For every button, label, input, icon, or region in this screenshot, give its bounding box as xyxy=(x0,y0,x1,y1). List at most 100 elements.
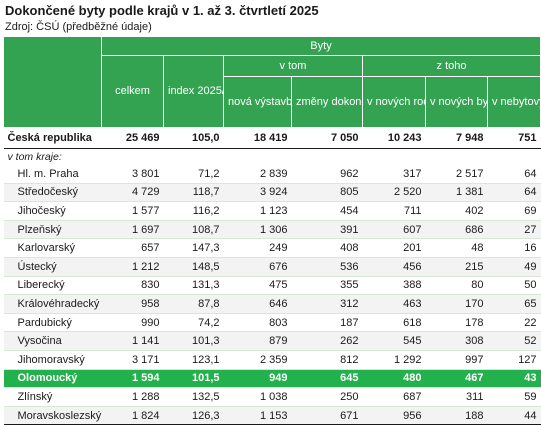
cell-nebytove: 59 xyxy=(487,387,541,407)
row-label: Zlínský xyxy=(3,387,102,407)
table-row: Moravskoslezský 1 824 126,3 1 153 671 956 188 4… xyxy=(3,406,541,425)
cell-zmeny: 962 xyxy=(291,165,363,184)
cell-rodinne: 456 xyxy=(362,257,426,277)
cell-rodinne: 711 xyxy=(362,201,426,221)
row-label: Česká republika xyxy=(3,127,102,149)
cell-nova: 475 xyxy=(223,276,292,296)
cell-bytove: 188 xyxy=(425,406,488,425)
table-body: Česká republika 25 469 105,0 18 419 7 05… xyxy=(3,127,541,425)
cell-celkem: 1 141 xyxy=(101,331,164,351)
cell-celkem: 1 824 xyxy=(101,406,164,425)
row-label: Jihočeský xyxy=(3,201,102,221)
row-label: Pardubický xyxy=(3,313,102,333)
cell-zmeny: 408 xyxy=(291,238,363,258)
cell-celkem: 1 288 xyxy=(101,387,164,407)
cell-nova: 1 153 xyxy=(223,406,292,425)
table-row: Jihočeský 1 577 116,2 1 123 454 711 402 69 xyxy=(3,201,541,221)
cell-rodinne: 317 xyxy=(362,165,426,184)
header-nova-vystavba: nová výstavba xyxy=(223,76,292,128)
cell-nova: 676 xyxy=(223,257,292,277)
header-zmeny: změny dokončených staveb xyxy=(291,76,363,128)
row-label: Ústecký xyxy=(3,257,102,277)
cell-zmeny: 355 xyxy=(291,276,363,296)
cell-nebytove: 52 xyxy=(487,331,541,351)
cell-zmeny: 187 xyxy=(291,313,363,333)
header-byty: Byty xyxy=(101,36,541,56)
cell-index: 71,2 xyxy=(163,165,224,184)
cell-nova: 803 xyxy=(223,313,292,333)
cell-bytove: 997 xyxy=(425,350,488,370)
cell-rodinne: 2 520 xyxy=(362,183,426,203)
cell-zmeny: 262 xyxy=(291,331,363,351)
cell-nebytove: 44 xyxy=(487,406,541,425)
cell-celkem: 990 xyxy=(101,313,164,333)
cell-index: 118,7 xyxy=(163,183,224,203)
cell-bytove: 311 xyxy=(425,387,488,407)
section-row: v tom kraje: xyxy=(3,148,541,165)
cell-bytove: 7 948 xyxy=(425,127,488,149)
cell-celkem: 25 469 xyxy=(101,127,164,149)
data-table: Byty celkem index 2025/2024 v tom z toho… xyxy=(3,36,541,425)
row-label: Vysočina xyxy=(3,331,102,351)
cell-nebytove: 69 xyxy=(487,201,541,221)
row-label: Liberecký xyxy=(3,276,102,296)
cell-celkem: 4 729 xyxy=(101,183,164,203)
cell-nebytove: 43 xyxy=(487,369,541,389)
cell-bytove: 686 xyxy=(425,220,488,240)
cell-zmeny: 454 xyxy=(291,201,363,221)
cell-zmeny: 671 xyxy=(291,406,363,425)
cell-nova: 249 xyxy=(223,238,292,258)
row-label: Hl. m. Praha xyxy=(3,165,102,184)
cell-nebytove: 16 xyxy=(487,238,541,258)
cell-bytove: 178 xyxy=(425,313,488,333)
cell-bytove: 80 xyxy=(425,276,488,296)
cell-nova: 1 123 xyxy=(223,201,292,221)
cell-celkem: 830 xyxy=(101,276,164,296)
table-row: Královéhradecký 958 87,8 646 312 463 170 65 xyxy=(3,294,541,314)
cell-celkem: 1 697 xyxy=(101,220,164,240)
cell-rodinne: 607 xyxy=(362,220,426,240)
cell-nebytove: 751 xyxy=(487,127,541,149)
cell-index: 131,3 xyxy=(163,276,224,296)
cell-zmeny: 391 xyxy=(291,220,363,240)
table-row: Karlovarský 657 147,3 249 408 201 48 16 xyxy=(3,238,541,258)
row-label: Jihomoravský xyxy=(3,350,102,370)
cell-index: 87,8 xyxy=(163,294,224,314)
header-index: index 2025/2024 xyxy=(163,55,224,128)
cell-nebytove: 127 xyxy=(487,350,541,370)
table-row: Olomoucký 1 594 101,5 949 645 480 467 43 xyxy=(3,369,541,389)
cell-rodinne: 480 xyxy=(362,369,426,389)
cell-nova: 3 924 xyxy=(223,183,292,203)
cell-nebytove: 27 xyxy=(487,220,541,240)
table-row: Ústecký 1 212 148,5 676 536 456 215 49 xyxy=(3,257,541,277)
table-row: Jihomoravský 3 171 123,1 2 359 812 1 292 997 12… xyxy=(3,350,541,370)
cell-celkem: 657 xyxy=(101,238,164,258)
table-row: Středočeský 4 729 118,7 3 924 805 2 520 1 381 6… xyxy=(3,183,541,203)
row-label: Středočeský xyxy=(3,183,102,203)
table-row: Hl. m. Praha 3 801 71,2 2 839 962 317 2 517 64 xyxy=(3,165,541,184)
cell-index: 147,3 xyxy=(163,238,224,258)
cell-index: 101,3 xyxy=(163,331,224,351)
cell-rodinne: 1 292 xyxy=(362,350,426,370)
cell-bytove: 1 381 xyxy=(425,183,488,203)
cell-index: 105,0 xyxy=(163,127,224,149)
table-row: Plzeňský 1 697 108,7 1 306 391 607 686 27 xyxy=(3,220,541,240)
cell-nova: 1 038 xyxy=(223,387,292,407)
cell-celkem: 1 577 xyxy=(101,201,164,221)
cell-bytove: 215 xyxy=(425,257,488,277)
cell-index: 101,5 xyxy=(163,369,224,389)
header-bytove: v nových bytových domech xyxy=(425,76,488,128)
row-label: Královéhradecký xyxy=(3,294,102,314)
cell-bytove: 467 xyxy=(425,369,488,389)
cell-bytove: 308 xyxy=(425,331,488,351)
cell-zmeny: 312 xyxy=(291,294,363,314)
cell-index: 108,7 xyxy=(163,220,224,240)
cell-nova: 646 xyxy=(223,294,292,314)
cell-nova: 18 419 xyxy=(223,127,292,149)
cell-index: 132,5 xyxy=(163,387,224,407)
cell-celkem: 958 xyxy=(101,294,164,314)
cell-index: 116,2 xyxy=(163,201,224,221)
cell-nova: 1 306 xyxy=(223,220,292,240)
cell-rodinne: 687 xyxy=(362,387,426,407)
cell-index: 126,3 xyxy=(163,406,224,425)
